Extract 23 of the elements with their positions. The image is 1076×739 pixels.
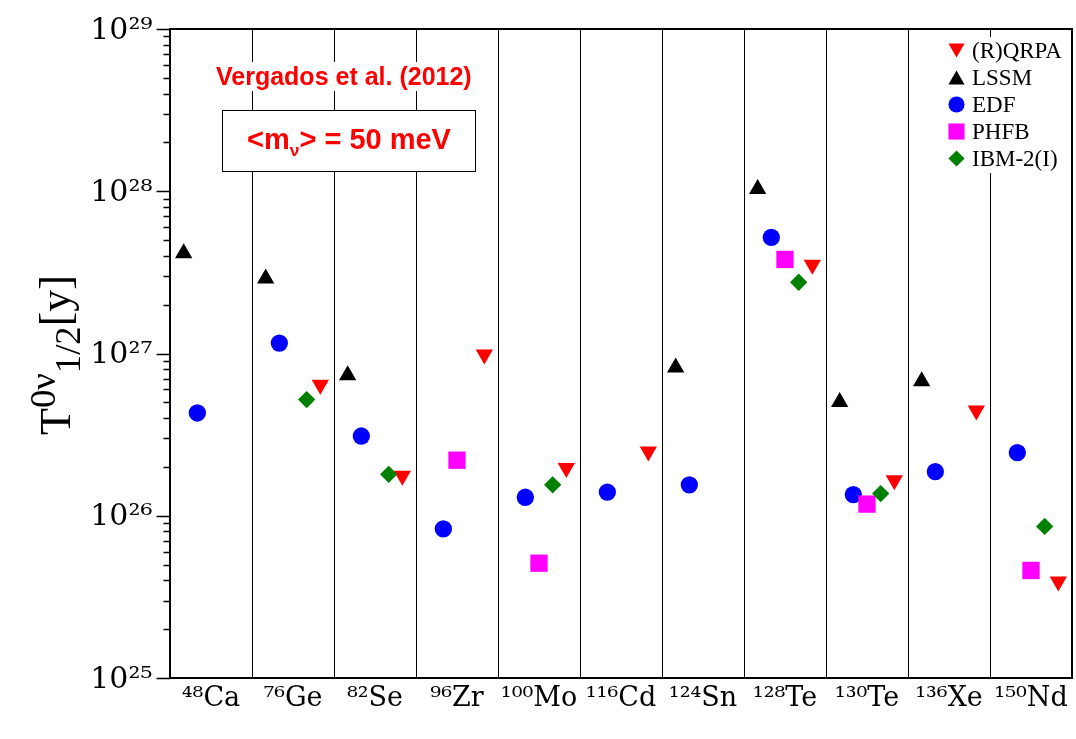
y-tick-label: 10²⁵	[90, 659, 153, 695]
x-tick-label: ¹³⁶Xe	[915, 680, 983, 712]
x-tick-label: ¹⁵⁰Nd	[994, 680, 1068, 712]
x-tick-label: ⁹⁶Zr	[430, 680, 484, 712]
legend-label: (R)QRPA	[972, 37, 1063, 63]
x-tick-label: ⁴⁸Ca	[181, 680, 241, 712]
legend-label: LSSM	[972, 64, 1033, 90]
annotation: Vergados et al. (2012)	[214, 62, 474, 91]
y-tick-label: 10²⁸	[90, 172, 153, 208]
legend-label: IBM-2(I)	[972, 145, 1058, 171]
legend-label: PHFB	[972, 118, 1030, 144]
x-tick-label: ¹¹⁶Cd	[585, 680, 657, 712]
x-tick-label: ¹²⁸Te	[752, 680, 818, 712]
y-tick-label: 10²⁹	[90, 10, 153, 46]
x-tick-label: ¹⁰⁰Mo	[500, 680, 578, 712]
x-tick-label: ¹³⁰Te	[834, 680, 900, 712]
x-tick-label: ¹²⁴Sn	[668, 680, 738, 712]
y-tick-label: 10²⁷	[90, 335, 153, 370]
legend-label: EDF	[972, 91, 1016, 117]
y-tick-label: 10²⁶	[90, 497, 153, 533]
x-tick-label: ⁸²Se	[346, 680, 404, 712]
x-tick-label: ⁷⁶Ge	[263, 680, 323, 712]
annotation: <m$_{ν}$> = 50 meV	[222, 110, 476, 172]
